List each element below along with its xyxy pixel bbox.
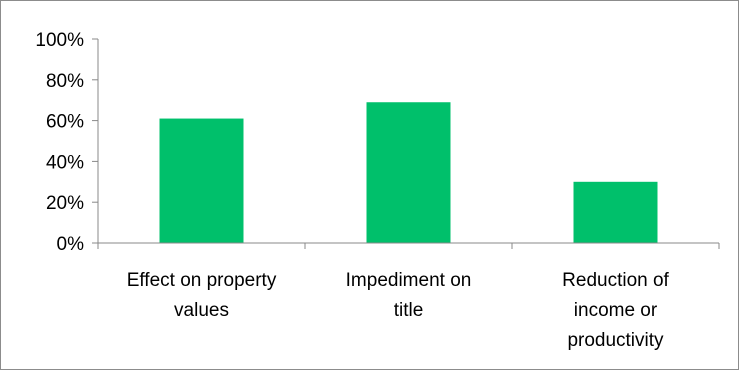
y-tick-label: 40%: [46, 152, 84, 173]
y-tick-label: 20%: [46, 193, 84, 214]
bar: [366, 102, 451, 244]
y-axis: 0% 20% 40% 60% 80% 100%: [35, 30, 99, 255]
bars: [159, 102, 658, 244]
x-category-label: title: [394, 300, 424, 321]
x-category-label: values: [174, 300, 229, 321]
y-tick-label: 80%: [46, 71, 84, 92]
y-tick-label: 60%: [46, 112, 84, 133]
x-category-label: productivity: [567, 330, 664, 351]
x-axis: Effect on property values Impediment on tit…: [97, 242, 720, 351]
y-tick-label: 100%: [35, 30, 84, 51]
x-category-label: Impediment on: [346, 270, 472, 291]
x-category-label: Reduction of: [562, 270, 669, 291]
x-category-label: Effect on property: [127, 270, 277, 291]
y-tick-label: 0%: [57, 234, 85, 255]
bar: [573, 181, 658, 243]
x-category-label: income or: [574, 300, 658, 321]
bar: [159, 118, 244, 243]
